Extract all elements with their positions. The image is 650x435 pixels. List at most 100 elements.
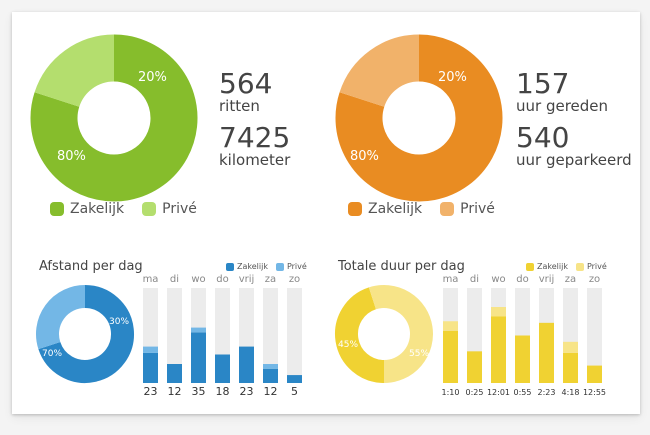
bar-business	[467, 351, 482, 383]
duration-donut-label-business: 45%	[338, 340, 358, 350]
legend-item-private: Privé	[142, 201, 197, 217]
trips-distance-value: 7425	[219, 121, 291, 154]
bar-value-label: 18	[216, 385, 230, 396]
trips-donut-label-private: 20%	[138, 70, 167, 85]
bar-business	[215, 354, 230, 383]
bar-value-label: 5	[291, 385, 298, 396]
bar-business	[587, 365, 602, 383]
bar-value-label: 12:55	[583, 388, 606, 396]
distance-legend: Zakelijk Privé	[218, 262, 307, 271]
distance-donut-label-private: 30%	[109, 317, 129, 327]
legend-item-business: Zakelijk	[348, 201, 422, 217]
bar-private	[263, 364, 278, 369]
distance-donut-chart: 70% 30%	[36, 285, 134, 383]
legend-swatch-private	[142, 202, 157, 216]
bar-day-label: zo	[589, 274, 600, 285]
bar-day-label: di	[470, 274, 479, 285]
legend-label-business: Zakelijk	[237, 262, 268, 271]
bar-value-label: 2:23	[538, 388, 556, 396]
bar-track	[587, 288, 602, 383]
bar-track	[263, 288, 278, 383]
duration-donut-label-private: 55%	[409, 349, 429, 359]
bar-value-label: 12:01	[487, 388, 510, 396]
legend-swatch-private	[575, 262, 584, 271]
bar-value-label: 12	[168, 385, 182, 396]
hours-donut-label-business: 80%	[350, 149, 379, 164]
legend-item-private: Privé	[440, 201, 495, 217]
bar-private	[191, 327, 206, 333]
bar-business	[143, 352, 158, 383]
trips-distance-label: kilometer	[219, 151, 291, 169]
bar-business	[539, 322, 554, 383]
bar-day-label: za	[265, 274, 276, 285]
legend-item-business: Zakelijk	[226, 262, 268, 271]
bar-private	[563, 341, 578, 353]
trips-count-label: ritten	[219, 97, 260, 115]
donut-slice-zakelijk	[38, 285, 134, 383]
trips-donut-label-business: 80%	[57, 149, 86, 164]
donut-slice-privé	[36, 285, 86, 350]
legend-swatch-private	[440, 202, 455, 216]
bar-value-label: 23	[240, 385, 254, 396]
legend-label-private: Privé	[286, 262, 307, 271]
legend-item-business: Zakelijk	[526, 262, 568, 271]
bar-value-label: 12	[264, 385, 278, 396]
legend-label-private: Privé	[162, 201, 197, 217]
legend-swatch-business	[50, 202, 64, 216]
legend-label-business: Zakelijk	[70, 201, 125, 217]
legend-swatch-private	[275, 262, 284, 271]
bar-day-label: ma	[143, 274, 159, 285]
bar-day-label: wo	[491, 274, 505, 285]
donut-slice-zakelijk	[30, 34, 198, 202]
hours-parked-value: 540	[516, 121, 570, 154]
legend-swatch-business	[526, 262, 534, 271]
bar-day-label: zo	[289, 274, 300, 285]
legend-swatch-business	[348, 202, 362, 216]
donut-slice-privé	[34, 34, 116, 108]
legend-label-business: Zakelijk	[537, 262, 568, 271]
duration-section-title: Totale duur per dag	[338, 259, 465, 274]
bar-private	[143, 346, 158, 353]
dashboard-card: 80% 20% 564 ritten 7425 kilometer Zakeli…	[12, 12, 640, 414]
bar-track	[287, 288, 302, 383]
donut-slice-privé	[368, 285, 433, 383]
bar-value-label: 0:25	[466, 388, 484, 396]
legend-item-business: Zakelijk	[50, 201, 124, 217]
hours-legend: Zakelijk Privé	[348, 201, 513, 217]
bar-business	[167, 364, 182, 383]
distance-section-title: Afstand per dag	[39, 259, 143, 274]
duration-donut-chart: 45% 55%	[335, 285, 433, 383]
duration-bar-chart: ma 1:10 di 0:25 wo 12:01 do 0:55 vrij 2:23 za 4:18 z…	[442, 274, 606, 396]
legend-label-private: Privé	[460, 201, 495, 217]
bar-day-label: vrij	[539, 274, 555, 285]
legend-label-private: Privé	[586, 262, 607, 271]
bar-business	[443, 330, 458, 383]
bar-day-label: ma	[443, 274, 459, 285]
legend-label-business: Zakelijk	[368, 201, 423, 217]
trips-count-value: 564	[219, 67, 273, 100]
bar-business	[287, 375, 302, 383]
bar-day-label: do	[216, 274, 228, 285]
bar-day-label: di	[170, 274, 179, 285]
donut-slice-zakelijk	[335, 287, 385, 383]
bar-value-label: 35	[192, 385, 206, 396]
legend-item-private: Privé	[275, 262, 307, 271]
hours-donut-label-private: 20%	[438, 70, 467, 85]
bar-private	[491, 307, 506, 317]
bar-business	[491, 316, 506, 383]
donut-slice-zakelijk	[335, 34, 503, 202]
bar-business	[239, 346, 254, 383]
bar-business	[563, 352, 578, 383]
bar-business	[191, 332, 206, 383]
distance-donut-label-business: 70%	[42, 349, 62, 359]
bar-value-label: 4:18	[562, 388, 580, 396]
hours-driven-value: 157	[516, 67, 570, 100]
hours-driven-label: uur gereden	[516, 97, 609, 115]
bar-private	[443, 321, 458, 331]
trips-legend: Zakelijk Privé	[50, 201, 215, 217]
bar-day-label: do	[516, 274, 528, 285]
bar-value-label: 0:55	[514, 388, 532, 396]
hours-donut-chart: 80% 20%	[335, 34, 503, 202]
bar-day-label: vrij	[239, 274, 255, 285]
bar-business	[515, 335, 530, 383]
